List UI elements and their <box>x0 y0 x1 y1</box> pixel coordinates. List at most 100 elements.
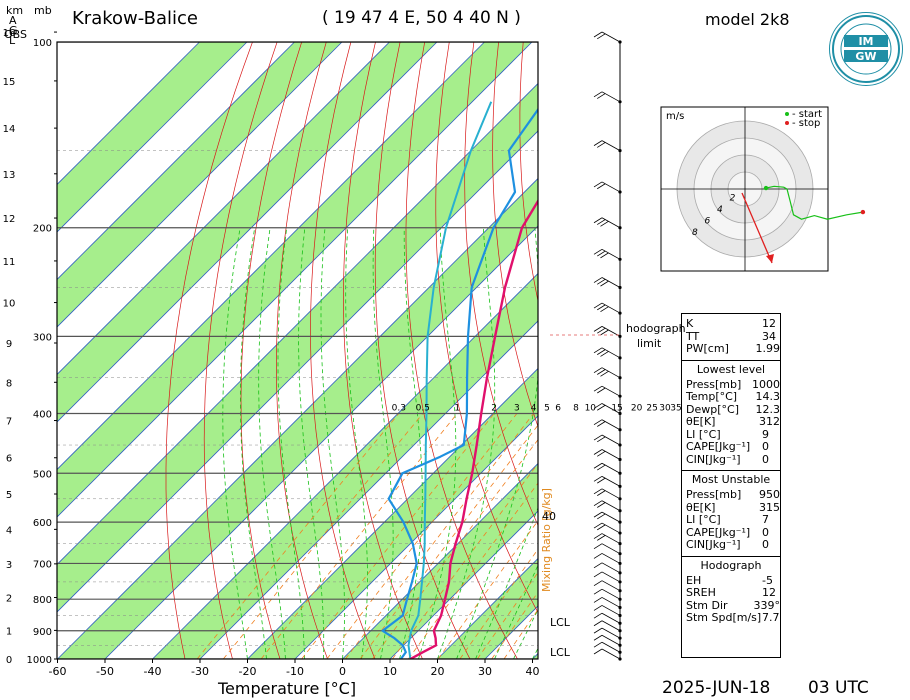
lowest-row: Temp[°C] 14.3 <box>682 390 780 404</box>
general-value: 1.99 <box>755 342 781 355</box>
mu-row: Press[mb] 950 <box>682 488 780 502</box>
wind-barb-shaft <box>601 533 621 544</box>
lowest-row: Dewp[°C] 12.3 <box>682 402 781 417</box>
wind-level-dot <box>618 636 622 640</box>
mixing-ratio-label: 0.3 <box>392 403 406 413</box>
hodo-value: 7.7 <box>762 611 780 624</box>
wind-barb-shaft <box>601 634 621 646</box>
wind-level-dot <box>618 589 622 593</box>
legend-start-label: - start <box>792 109 822 120</box>
legend-stop-dot <box>785 121 789 125</box>
mixing-ratio-label: 30 <box>659 403 671 413</box>
wind-barb-feather <box>593 488 603 495</box>
wind-barb-feather <box>597 183 606 190</box>
mixing-ratio-label: 1 <box>454 403 460 413</box>
wind-barb-shaft <box>601 91 621 103</box>
storm-motion-arrowhead <box>766 254 774 263</box>
mu-key: LI [°C] <box>686 513 721 526</box>
wind-barb-feather <box>593 500 603 507</box>
wind-barb-feather <box>593 140 603 146</box>
general-value: 34 <box>762 329 776 343</box>
svg-text:IM: IM <box>858 35 873 48</box>
isotherm-line <box>57 42 248 233</box>
lowest-key: Temp[°C] <box>686 390 738 403</box>
dry-adiabat <box>843 42 910 659</box>
svg-text:GW: GW <box>855 50 876 63</box>
wind-level-dot <box>618 520 622 524</box>
mu-row: LI [°C] 7 <box>682 513 780 527</box>
pressure-tick-label: 900 <box>33 627 52 638</box>
pressure-tick-label: 400 <box>33 409 52 420</box>
wind-barb-feather <box>597 387 606 394</box>
wind-barb-feather <box>593 648 603 655</box>
hodograph-ring-label: 6 <box>705 216 711 226</box>
lowest-row: CAPE[Jkg⁻¹] 0 <box>682 440 780 454</box>
wind-barb-feather <box>600 220 609 227</box>
wind-barb-shaft <box>601 522 621 534</box>
mu-key: θE[K] <box>686 500 716 514</box>
wind-barb-feather <box>593 475 603 482</box>
dry-adiabat <box>818 42 910 659</box>
wind-level-dot <box>618 571 622 575</box>
hodograph-stats-section: Hodograph EH -5 SREH 12 Stm Dir 339° Stm Spd[m… <box>682 557 780 625</box>
moist-adiabat <box>494 564 538 659</box>
wind-barb-feather <box>597 404 606 411</box>
lowest-value: 0 <box>762 452 769 466</box>
wind-barb-feather <box>597 369 606 375</box>
wind-barb-feather <box>593 449 603 455</box>
wind-barb-shaft <box>601 488 621 500</box>
km-tick-label: 10 <box>3 299 16 310</box>
isotherm-line <box>152 272 538 659</box>
wind-barb-shaft <box>601 385 621 397</box>
hodograph-ring-label: 2 <box>730 193 736 203</box>
lowest-value: 1000 <box>752 377 780 391</box>
lowest-key: Dewp[°C] <box>686 402 739 416</box>
plot-frame <box>56 41 539 660</box>
lcl-label-lower: LCL <box>550 646 570 659</box>
mixing-ratio-label: 35 <box>670 403 681 413</box>
wind-barb-feather <box>593 588 603 595</box>
general-key: TT <box>686 329 700 343</box>
lowest-value: 12.3 <box>755 402 781 416</box>
hodograph-unit: m/s <box>666 111 684 122</box>
km-tick-label: 7 <box>6 417 12 428</box>
hodo-key: SREH <box>686 586 716 599</box>
wind-barb-shaft <box>601 571 621 583</box>
hodograph-stats-title: Hodograph <box>700 558 762 572</box>
lowest-row: θE[K] 312 <box>682 415 780 429</box>
wind-barb-shaft <box>601 511 621 523</box>
wind-barb-shaft <box>601 648 621 660</box>
moist-adiabat <box>320 227 345 659</box>
isotherm-line <box>199 320 538 659</box>
wind-barb-feather <box>593 543 603 550</box>
isotherm-line <box>57 42 295 281</box>
label-40: 40 <box>542 510 556 523</box>
x-tick-label: 0 <box>339 665 346 678</box>
wind-barb-feather <box>593 462 603 469</box>
wind-barb-feather <box>593 634 603 641</box>
hodograph-ring-label: 8 <box>692 228 698 238</box>
wind-barb-feather <box>600 280 609 287</box>
general-key: K <box>686 317 694 330</box>
moist-adiabat <box>222 227 248 659</box>
lowest-level-section: Lowest level Press[mb] 1000 Temp[°C] 14.3 De… <box>682 361 781 471</box>
wind-barb-shaft <box>601 31 621 43</box>
wind-barb-shaft <box>601 588 621 600</box>
wind-barb-feather <box>597 490 606 496</box>
wind-barb-feather <box>593 217 603 224</box>
x-tick-label: -40 <box>144 665 162 678</box>
mu-value: 315 <box>759 500 780 514</box>
km-tick-label: 15 <box>3 77 16 88</box>
wind-barb-shaft <box>601 612 621 624</box>
mu-value: 0 <box>762 525 769 539</box>
wind-barb-feather <box>593 511 603 518</box>
valid-date: 2025-JUN-18 <box>662 678 771 698</box>
mb-unit-label: mb <box>34 4 52 17</box>
km-tick-label: 5 <box>6 490 12 501</box>
wind-barb-shaft <box>601 462 621 474</box>
wind-barb-feather <box>593 403 603 409</box>
wind-barb-feather <box>597 513 606 520</box>
pressure-tick-label: 800 <box>33 595 52 606</box>
km-tick-label: 16 <box>3 28 16 39</box>
